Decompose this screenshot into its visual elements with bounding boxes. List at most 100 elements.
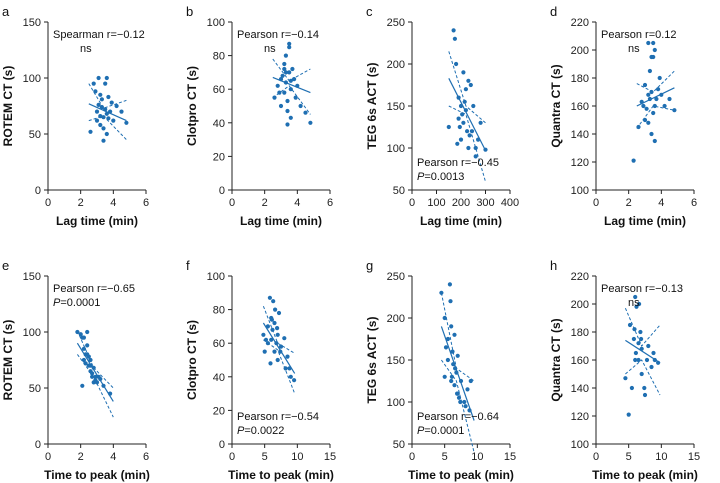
- data-point: [81, 335, 86, 340]
- x-tick-label: 0: [409, 451, 415, 463]
- y-tick-label: 0: [35, 185, 41, 197]
- x-axis-label: Time to peak (min): [228, 468, 334, 482]
- y-tick-label: 100: [387, 397, 405, 409]
- data-point: [456, 95, 461, 100]
- stat-correlation: Pearson r=0.12: [601, 29, 677, 41]
- data-point: [646, 120, 651, 125]
- data-point: [465, 129, 470, 134]
- data-point: [633, 294, 638, 300]
- regression-line: [262, 322, 296, 374]
- panel-letter: e: [2, 258, 9, 273]
- y-axis-label: TEG 6s ACT (s): [365, 63, 379, 150]
- stat-correlation: Pearson r=−0.64: [417, 411, 499, 423]
- data-point: [449, 324, 454, 329]
- x-tick-label: 10: [655, 451, 667, 463]
- data-point: [101, 138, 106, 143]
- y-tick-label: 200: [571, 45, 589, 57]
- data-point: [466, 145, 471, 151]
- panel-a: a 0 50 100 150 0 2 4 6 Lag time (min) ROTEM CT (s)…: [1, 4, 149, 228]
- data-point: [473, 145, 478, 151]
- y-tick-label: 100: [207, 17, 225, 29]
- data-point: [639, 336, 644, 342]
- panel-h: h 100 120 140 160 180 200 220 0 5 10 15 Time to peak…: [549, 258, 700, 482]
- data-point: [451, 362, 456, 367]
- x-tick-label: 5: [626, 451, 632, 463]
- x-tick-label: 0: [45, 451, 51, 463]
- data-point: [101, 126, 106, 131]
- data-point: [659, 92, 664, 97]
- data-point: [458, 103, 464, 109]
- y-tick-label: 60: [213, 338, 225, 350]
- data-point: [267, 295, 272, 300]
- data-point: [98, 114, 103, 119]
- data-point: [282, 336, 287, 341]
- x-tick-label: 0: [409, 197, 415, 209]
- data-point: [271, 299, 276, 304]
- y-tick-label: 80: [213, 51, 225, 63]
- y-tick-label: 250: [387, 17, 405, 29]
- y-axis-label: ROTEM CT (s): [1, 320, 15, 401]
- data-point: [91, 365, 96, 370]
- data-point: [634, 304, 639, 309]
- x-axis-label: Lag time (min): [56, 214, 138, 228]
- data-point: [282, 66, 287, 72]
- data-point: [261, 332, 266, 337]
- data-point: [114, 103, 119, 109]
- ci-lower-line: [448, 105, 486, 182]
- data-point: [647, 96, 653, 102]
- data-point: [103, 107, 108, 112]
- data-point: [272, 95, 277, 100]
- data-point: [295, 83, 300, 88]
- regression-line: [76, 342, 114, 402]
- ci-upper-line: [440, 292, 475, 382]
- data-point: [646, 343, 651, 349]
- data-point: [288, 78, 293, 83]
- data-point: [646, 92, 651, 97]
- data-point: [458, 399, 463, 405]
- panel-b: b 0 20 40 60 80 100 0 2 4 6 Lag time (min) Clotpro C…: [185, 4, 333, 228]
- data-point: [646, 40, 651, 46]
- data-point: [672, 108, 677, 113]
- data-point: [656, 87, 661, 92]
- y-tick-label: 150: [23, 17, 41, 29]
- data-point: [462, 99, 467, 104]
- x-tick-label: 0: [45, 197, 51, 209]
- x-tick-label: 4: [110, 451, 116, 463]
- x-tick-label: 15: [324, 451, 336, 463]
- data-point: [93, 89, 98, 94]
- data-point: [285, 122, 290, 127]
- x-tick-label: 5: [262, 451, 268, 463]
- stat-significance: P=0.0022: [237, 425, 284, 437]
- data-point: [265, 324, 270, 329]
- data-point: [275, 83, 280, 88]
- data-point: [639, 346, 644, 351]
- data-point: [272, 320, 277, 326]
- data-point: [467, 133, 472, 138]
- data-point: [466, 78, 471, 83]
- y-tick-label: 220: [571, 271, 589, 283]
- ci-lower-line: [625, 359, 661, 396]
- data-point: [109, 100, 114, 105]
- data-point: [465, 387, 470, 392]
- data-point: [88, 363, 93, 368]
- data-point: [108, 391, 113, 396]
- x-tick-label: 0: [229, 451, 235, 463]
- data-point: [278, 344, 284, 349]
- y-tick-label: 150: [23, 271, 41, 283]
- stat-significance: ns: [264, 43, 276, 55]
- data-point: [104, 111, 109, 116]
- data-point: [93, 378, 98, 383]
- data-point: [651, 350, 656, 356]
- data-point: [278, 103, 284, 109]
- data-point: [85, 329, 90, 335]
- data-point: [631, 336, 637, 342]
- data-point: [652, 103, 657, 109]
- data-point: [106, 116, 111, 121]
- y-tick-label: 60: [213, 84, 225, 96]
- y-tick-label: 100: [23, 73, 41, 85]
- data-point: [631, 158, 636, 163]
- x-tick-label: 100: [427, 197, 445, 209]
- data-point: [446, 124, 451, 130]
- y-axis-label: Quantra CT (s): [549, 318, 563, 401]
- data-point: [283, 80, 288, 85]
